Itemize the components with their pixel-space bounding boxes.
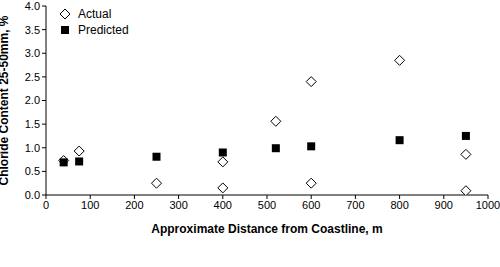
svg-text:200: 200 [125, 199, 143, 211]
svg-text:1000: 1000 [476, 199, 492, 211]
svg-text:2.5: 2.5 [25, 71, 40, 83]
svg-text:100: 100 [81, 199, 99, 211]
svg-text:3.5: 3.5 [25, 24, 40, 36]
svg-text:400: 400 [214, 199, 232, 211]
svg-text:1.5: 1.5 [25, 118, 40, 130]
svg-text:0.0: 0.0 [25, 189, 40, 201]
svg-text:3.0: 3.0 [25, 47, 40, 59]
html-text:Actual: Actual [78, 7, 112, 21]
svg-text:600: 600 [302, 199, 320, 211]
svg-text:2.0: 2.0 [25, 94, 40, 106]
svg-text:0.5: 0.5 [25, 165, 40, 177]
svg-text:900: 900 [435, 199, 453, 211]
svg-text:800: 800 [390, 199, 408, 211]
svg-text:700: 700 [346, 199, 364, 211]
svg-text:Chloride Content 25-50mm, %: Chloride Content 25-50mm, % [8, 15, 11, 185]
svg-text:0: 0 [43, 199, 49, 211]
svg-text:500: 500 [258, 199, 276, 211]
svg-text:4.0: 4.0 [25, 0, 40, 12]
svg-text:Approximate Distance from Coas: Approximate Distance from Coastline, m [151, 222, 382, 236]
svg-text:1.0: 1.0 [25, 142, 40, 154]
html-text:Predicted: Predicted [78, 23, 129, 37]
svg-text:300: 300 [169, 199, 187, 211]
